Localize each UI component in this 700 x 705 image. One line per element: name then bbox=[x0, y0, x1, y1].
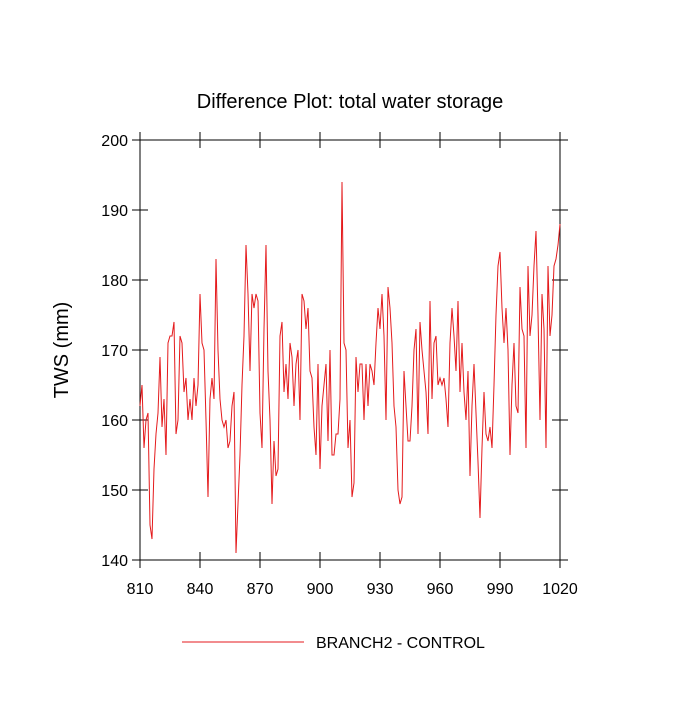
data-line bbox=[139, 181, 561, 554]
y-tick-label: 170 bbox=[101, 343, 128, 360]
y-tick-label: 140 bbox=[101, 553, 128, 570]
x-tick-label: 870 bbox=[247, 581, 274, 598]
x-tick-label: 960 bbox=[427, 581, 454, 598]
y-tick-label: 180 bbox=[101, 273, 128, 290]
y-tick-label: 190 bbox=[101, 203, 128, 220]
x-tick-label: 810 bbox=[127, 581, 154, 598]
x-tick-label: 840 bbox=[187, 581, 214, 598]
y-axis-label: TWS (mm) bbox=[51, 302, 73, 399]
x-tick-label: 1020 bbox=[542, 581, 578, 598]
x-tick-label: 990 bbox=[487, 581, 514, 598]
y-tick-label: 150 bbox=[101, 483, 128, 500]
chart-title: Difference Plot: total water storage bbox=[197, 91, 503, 113]
x-tick-label: 930 bbox=[367, 581, 394, 598]
y-tick-label: 160 bbox=[101, 413, 128, 430]
x-tick-label: 900 bbox=[307, 581, 334, 598]
y-tick-label: 200 bbox=[101, 133, 128, 150]
legend-label: BRANCH2 - CONTROL bbox=[316, 635, 485, 652]
plot-frame bbox=[139, 139, 561, 561]
